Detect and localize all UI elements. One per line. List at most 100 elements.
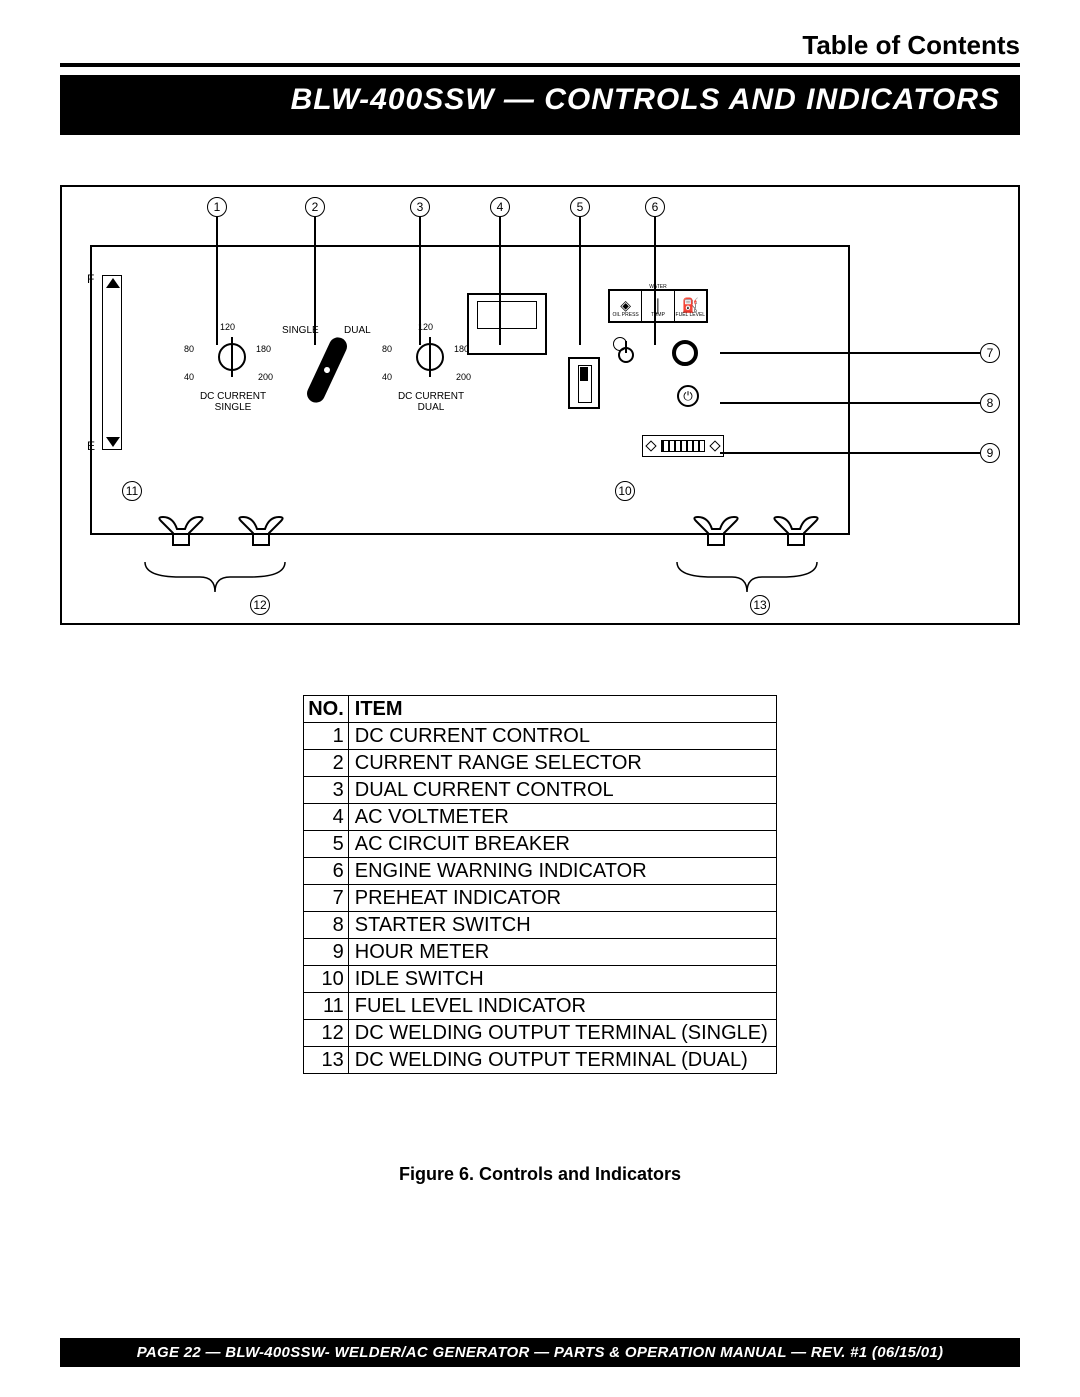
table-cell-item: DC WELDING OUTPUT TERMINAL (SINGLE) — [348, 1020, 776, 1047]
dial-tick: 200 — [456, 373, 471, 382]
table-cell-item: ENGINE WARNING INDICATOR — [348, 858, 776, 885]
dial-tick: 200 — [258, 373, 273, 382]
table-row: 5AC CIRCUIT BREAKER — [304, 831, 777, 858]
table-cell-item: DUAL CURRENT CONTROL — [348, 777, 776, 804]
dial-tick: 120 — [418, 323, 433, 332]
callout-11: 11 — [122, 481, 142, 501]
hour-meter-digits — [661, 440, 705, 452]
table-cell-no: 7 — [304, 885, 349, 912]
table-cell-no: 3 — [304, 777, 349, 804]
callout-1: 1 — [207, 197, 227, 217]
table-cell-no: 9 — [304, 939, 349, 966]
table-row: 4AC VOLTMETER — [304, 804, 777, 831]
ac-circuit-breaker[interactable] — [568, 357, 600, 409]
table-row: 6ENGINE WARNING INDICATOR — [304, 858, 777, 885]
table-cell-item: CURRENT RANGE SELECTOR — [348, 750, 776, 777]
dial-tick: 80 — [382, 345, 392, 354]
warning-icon: ⛽FUEL LEVEL — [675, 291, 706, 321]
table-cell-no: 10 — [304, 966, 349, 993]
brace-icon — [672, 557, 822, 607]
leader-line — [720, 452, 980, 454]
legend-table: NO. ITEM 1DC CURRENT CONTROL2CURRENT RAN… — [303, 695, 777, 1074]
table-row: 11FUEL LEVEL INDICATOR — [304, 993, 777, 1020]
table-header: NO. — [304, 696, 349, 723]
dial-tick: 40 — [184, 373, 194, 382]
table-cell-item: AC VOLTMETER — [348, 804, 776, 831]
callout-13: 13 — [750, 595, 770, 615]
table-cell-item: FUEL LEVEL INDICATOR — [348, 993, 776, 1020]
table-cell-no: 11 — [304, 993, 349, 1020]
warning-icon: ◈OIL PRESS — [610, 291, 642, 321]
table-cell-item: PREHEAT INDICATOR — [348, 885, 776, 912]
selector-label-single: SINGLE — [282, 325, 319, 336]
table-cell-item: AC CIRCUIT BREAKER — [348, 831, 776, 858]
table-cell-no: 4 — [304, 804, 349, 831]
table-cell-item: IDLE SWITCH — [348, 966, 776, 993]
leader-line — [720, 352, 980, 354]
ac-voltmeter — [467, 293, 547, 355]
callout-9: 9 — [980, 443, 1000, 463]
callout-10: 10 — [615, 481, 635, 501]
table-row: 1DC CURRENT CONTROL — [304, 723, 777, 750]
page-title: BLW-400SSW — CONTROLS AND INDICATORS — [291, 83, 1000, 117]
table-cell-no: 1 — [304, 723, 349, 750]
selector-label-dual: DUAL — [344, 325, 371, 336]
table-cell-item: DC CURRENT CONTROL — [348, 723, 776, 750]
dial-tick: 120 — [220, 323, 235, 332]
fuel-full-label: F — [87, 272, 94, 286]
title-bar: BLW-400SSW — CONTROLS AND INDICATORS — [60, 75, 1020, 135]
panel-inner-frame — [90, 245, 850, 535]
diamond-icon — [709, 440, 720, 451]
dc-current-single-dial[interactable] — [218, 343, 246, 371]
table-cell-no: 5 — [304, 831, 349, 858]
table-cell-item: DC WELDING OUTPUT TERMINAL (DUAL) — [348, 1047, 776, 1074]
dial-tick: 80 — [184, 345, 194, 354]
table-cell-no: 13 — [304, 1047, 349, 1074]
table-header: ITEM — [348, 696, 776, 723]
controls-diagram: 123456 789 1011 F E 40 80 120 180 200 DC… — [60, 185, 1020, 665]
page-footer: PAGE 22 — BLW-400SSW- WELDER/AC GENERATO… — [60, 1338, 1020, 1367]
dc-terminal-single[interactable] — [235, 515, 287, 551]
table-row: 2CURRENT RANGE SELECTOR — [304, 750, 777, 777]
callout-3: 3 — [410, 197, 430, 217]
dial-label-single: DC CURRENTSINGLE — [188, 391, 278, 413]
warning-icon: ⌡WATER TEMP — [642, 291, 674, 321]
leader-line — [579, 217, 581, 345]
table-cell-no: 2 — [304, 750, 349, 777]
figure-caption: Figure 6. Controls and Indicators — [60, 1164, 1020, 1185]
table-row: 8STARTER SWITCH — [304, 912, 777, 939]
fuel-pointer-icon — [106, 278, 120, 288]
table-cell-no: 12 — [304, 1020, 349, 1047]
table-row: 9HOUR METER — [304, 939, 777, 966]
dial-tick: 40 — [382, 373, 392, 382]
table-cell-item: HOUR METER — [348, 939, 776, 966]
engine-warning-indicator: ◈OIL PRESS ⌡WATER TEMP ⛽FUEL LEVEL — [608, 289, 708, 323]
dial-tick: 180 — [256, 345, 271, 354]
callout-2: 2 — [305, 197, 325, 217]
table-cell-item: STARTER SWITCH — [348, 912, 776, 939]
toc-header: Table of Contents — [60, 30, 1020, 67]
callout-7: 7 — [980, 343, 1000, 363]
leader-line — [720, 402, 980, 404]
callout-5: 5 — [570, 197, 590, 217]
dc-terminal-dual[interactable] — [690, 515, 742, 551]
table-row: 10IDLE SWITCH — [304, 966, 777, 993]
table-row: 3DUAL CURRENT CONTROL — [304, 777, 777, 804]
table-row: 12DC WELDING OUTPUT TERMINAL (SINGLE) — [304, 1020, 777, 1047]
callout-6: 6 — [645, 197, 665, 217]
fuel-pointer-icon — [106, 437, 120, 447]
table-row: 13DC WELDING OUTPUT TERMINAL (DUAL) — [304, 1047, 777, 1074]
leader-line — [216, 217, 218, 345]
table-row: 7PREHEAT INDICATOR — [304, 885, 777, 912]
hour-meter — [642, 435, 724, 457]
idle-switch[interactable] — [618, 347, 634, 363]
dc-terminal-dual[interactable] — [770, 515, 822, 551]
dial-label-dual: DC CURRENTDUAL — [386, 391, 476, 413]
dc-terminal-single[interactable] — [155, 515, 207, 551]
fuel-level-indicator: F E — [102, 275, 122, 450]
preheat-indicator — [672, 340, 698, 366]
dc-current-dual-dial[interactable] — [416, 343, 444, 371]
callout-4: 4 — [490, 197, 510, 217]
diamond-icon — [645, 440, 656, 451]
starter-switch[interactable]: ⏻ — [677, 385, 699, 407]
